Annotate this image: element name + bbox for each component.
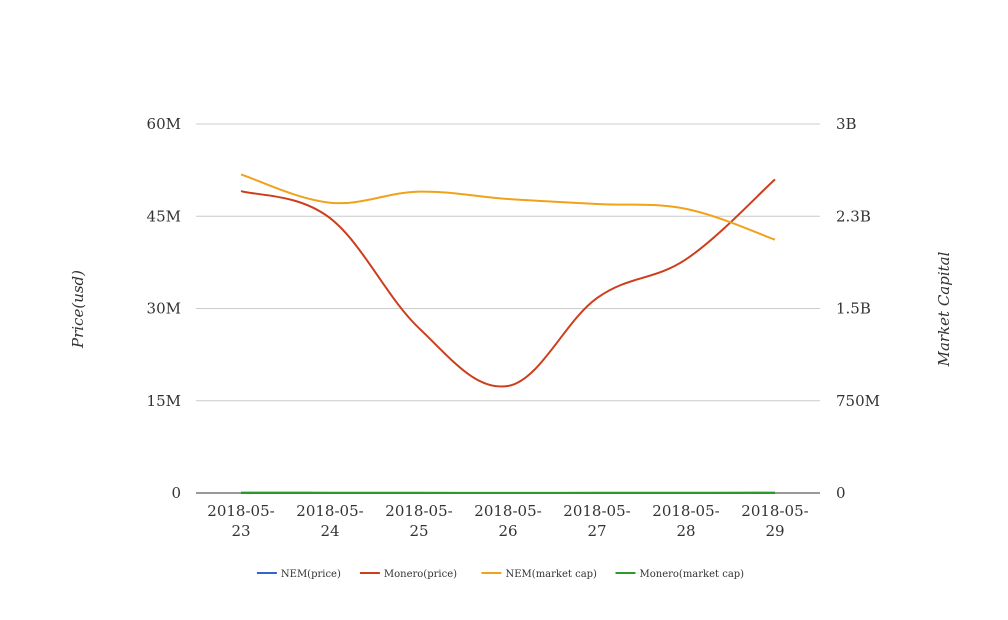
chart-svg: 0 15M 30M 45M 60M 0 750M 1.5B 2.3B 3B 2018-05-23 20…	[0, 0, 1008, 616]
x-tick-label: 2018-05-23	[207, 502, 274, 540]
y-left-tick-label: 15M	[147, 392, 181, 410]
legend-label: NEM(price)	[281, 569, 341, 580]
x-tick-label: 2018-05-27	[563, 502, 630, 540]
series-line-nem-market-cap	[241, 174, 775, 239]
legend-label: Monero(price)	[384, 569, 457, 580]
x-tick-label: 2018-05-29	[741, 502, 808, 540]
y-left-tick-label: 45M	[147, 207, 181, 225]
x-tick-label: 2018-05-26	[474, 502, 541, 540]
x-tick-label: 2018-05-25	[385, 502, 452, 540]
gridlines	[196, 124, 820, 401]
plot-area	[241, 174, 775, 493]
y-left-tick-label: 60M	[147, 115, 181, 133]
y-right-tick-label: 750M	[836, 392, 880, 410]
legend-label: NEM(market cap)	[506, 569, 598, 580]
y-axis-right-title: Market Capital	[935, 251, 953, 367]
y-right-tick-label: 3B	[836, 115, 857, 133]
y-left-tick-label: 30M	[147, 300, 181, 318]
y-right-tick-label: 2.3B	[836, 207, 871, 225]
y-axis-left-title: Price(usd)	[69, 270, 87, 349]
legend-item[interactable]: Monero(price)	[360, 569, 457, 580]
legend-item[interactable]: NEM(market cap)	[482, 569, 598, 580]
axes: 0 15M 30M 45M 60M 0 750M 1.5B 2.3B 3B 2018-05-23 20…	[147, 115, 880, 540]
y-right-tick-label: 1.5B	[836, 300, 871, 318]
y-left-tick-label: 0	[171, 484, 181, 502]
x-tick-label: 2018-05-24	[296, 502, 363, 540]
x-tick-label: 2018-05-28	[652, 502, 719, 540]
legend-label: Monero(market cap)	[640, 569, 745, 580]
y-right-tick-label: 0	[836, 484, 846, 502]
legend-item[interactable]: NEM(price)	[257, 569, 341, 580]
chart: 0 15M 30M 45M 60M 0 750M 1.5B 2.3B 3B 2018-05-23 20…	[0, 0, 1008, 616]
legend-item[interactable]: Monero(market cap)	[616, 569, 745, 580]
legend: NEM(price) Monero(price) NEM(market cap) Mo…	[257, 569, 744, 580]
